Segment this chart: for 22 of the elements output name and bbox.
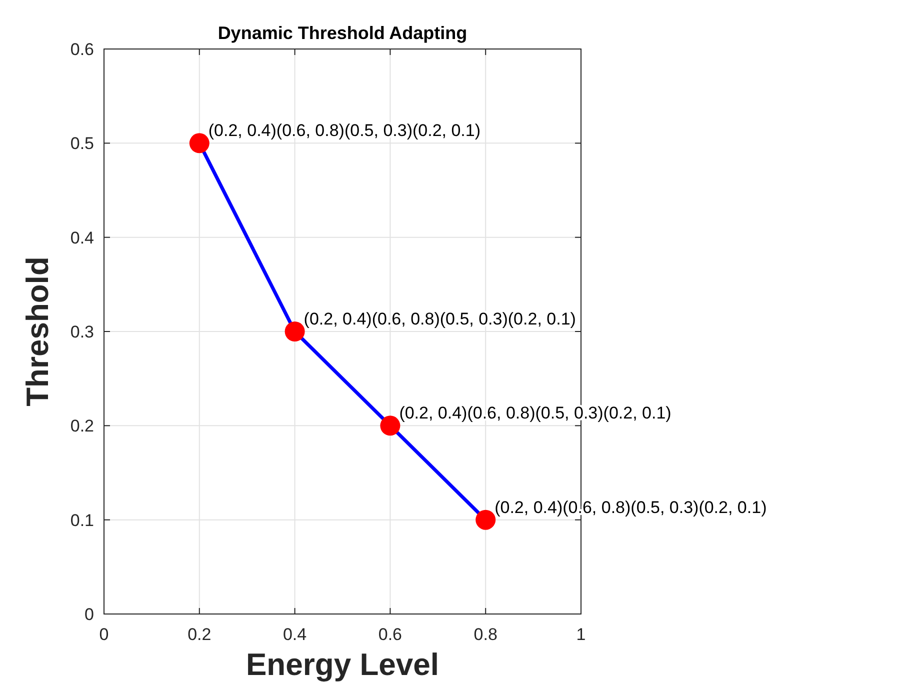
annotation: (0.2, 0.4)(0.6, 0.8)(0.5, 0.3)(0.2, 0.1) [208, 121, 481, 140]
point [476, 510, 496, 530]
x-tick-label: 0.8 [474, 625, 498, 644]
annotation: (0.2, 0.4)(0.6, 0.8)(0.5, 0.3)(0.2, 0.1) [304, 310, 576, 328]
y-axis-title: Threshold [20, 256, 55, 406]
y-tick-label: 0.6 [70, 40, 94, 59]
point [189, 133, 210, 154]
x-tick-label: 1 [576, 625, 586, 644]
x-tick-label: 0.6 [378, 625, 402, 644]
x-tick-label: 0.2 [188, 625, 212, 644]
point [380, 416, 400, 436]
y-tick-label: 0.2 [70, 416, 94, 436]
y-tick-label: 0 [84, 604, 94, 624]
chart-title: Dynamic Threshold Adapting [218, 23, 468, 43]
x-tick-label: 0 [99, 625, 109, 644]
y-tick-label: 0.1 [70, 510, 94, 530]
x-tick-label: 0.4 [282, 625, 307, 644]
y-tick-label: 0.3 [70, 322, 94, 342]
x-axis-title: Energy Level [246, 647, 439, 682]
y-tick-label: 0.4 [70, 228, 94, 248]
y-tick-label: 0.5 [70, 134, 94, 154]
point [284, 322, 305, 342]
